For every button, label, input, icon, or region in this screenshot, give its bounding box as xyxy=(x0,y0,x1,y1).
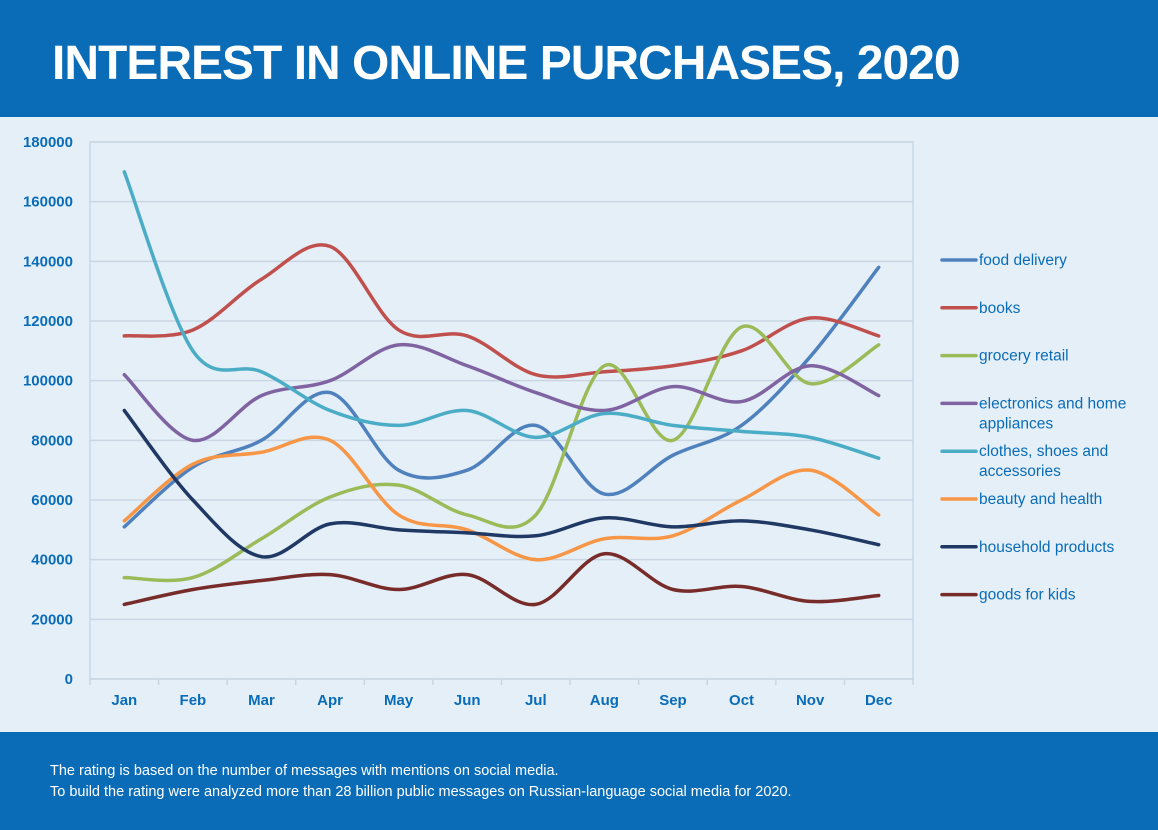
x-tick-label: May xyxy=(384,692,414,709)
page-title: INTEREST IN ONLINE PURCHASES, 2020 xyxy=(52,37,961,90)
x-tick-label: Feb xyxy=(180,692,207,709)
y-tick-label: 80000 xyxy=(31,432,73,449)
legend-label: food delivery xyxy=(979,252,1067,269)
footer-note-2: To build the rating were analyzed more t… xyxy=(50,784,792,800)
series-line-beauty-and-health xyxy=(122,435,881,562)
legend-label: goods for kids xyxy=(979,587,1076,604)
x-tick-label: Aug xyxy=(590,692,619,709)
y-tick-label: 40000 xyxy=(31,552,73,569)
series-line-electronics-and-home-appliances xyxy=(122,342,881,443)
series-line-food-delivery xyxy=(122,265,881,529)
series-line-goods-for-kids xyxy=(122,551,881,607)
y-tick-label: 0 xyxy=(65,671,73,688)
y-tick-label: 20000 xyxy=(31,611,73,628)
header-banner: INTEREST IN ONLINE PURCHASES, 2020 xyxy=(0,0,1158,117)
series-line-books xyxy=(122,243,881,379)
y-tick-label: 180000 xyxy=(23,134,73,151)
y-tick-label: 60000 xyxy=(31,492,73,509)
y-tick-label: 120000 xyxy=(23,313,73,330)
x-tick-label: Jul xyxy=(525,692,547,709)
legend-label: grocery retail xyxy=(979,348,1069,365)
y-tick-label: 160000 xyxy=(23,194,73,211)
legend-label: household products xyxy=(979,539,1115,556)
line-chart: 0 20000 40000 60000 80000 100000 120000 140000 1… xyxy=(23,134,1126,709)
x-tick-label: Dec xyxy=(865,692,893,709)
x-tick-label: Nov xyxy=(796,692,825,709)
footer-note-1: The rating is based on the number of mes… xyxy=(50,763,559,779)
x-tick-label: Jun xyxy=(454,692,481,709)
y-tick-label: 140000 xyxy=(23,253,73,270)
x-tick-label: Sep xyxy=(659,692,687,709)
y-tick-label: 100000 xyxy=(23,373,73,390)
x-tick-label: Jan xyxy=(111,692,137,709)
plot-area xyxy=(89,141,914,680)
x-tick-label: Mar xyxy=(248,692,275,709)
legend-label: electronics and home xyxy=(979,395,1126,412)
series-line-household-products xyxy=(122,408,881,559)
legend-label: accessories xyxy=(979,463,1061,480)
footer-notes: The rating is based on the number of mes… xyxy=(0,732,1158,830)
legend-label: appliances xyxy=(979,415,1053,432)
series-line-grocery-retail xyxy=(122,324,881,583)
legend-label: clothes, shoes and xyxy=(979,443,1108,460)
legend-label: beauty and health xyxy=(979,491,1102,508)
x-tick-label: Oct xyxy=(729,692,754,709)
legend-label: books xyxy=(979,300,1021,317)
x-tick-label: Apr xyxy=(317,692,343,709)
series-line-clothes-shoes-and-accessories xyxy=(122,170,881,460)
